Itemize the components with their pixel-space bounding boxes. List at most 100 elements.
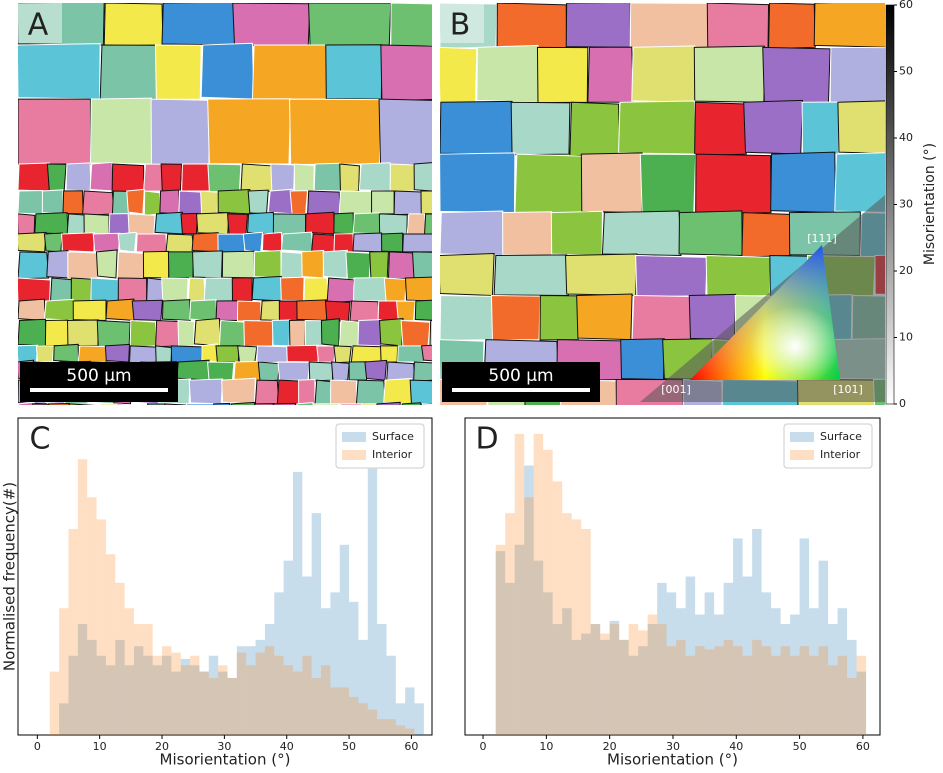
x-tick-label: 60 (404, 740, 418, 753)
grain (112, 164, 144, 193)
grain (45, 320, 68, 346)
grain (192, 233, 219, 252)
scale-bar-label: 500 µm (66, 366, 131, 386)
grain (161, 164, 181, 191)
grain (566, 2, 630, 47)
grain (156, 346, 172, 364)
grain (339, 191, 373, 214)
histogram-bar (302, 656, 311, 735)
grain (588, 47, 634, 102)
grain (540, 296, 578, 340)
colorbar-tick-label: 60 (899, 0, 913, 11)
histogram-bar (847, 678, 856, 735)
grain (414, 362, 436, 381)
histogram-bar (733, 646, 742, 735)
grain (356, 380, 385, 405)
legend-label: Interior (820, 448, 861, 461)
x-tick-label: 0 (480, 740, 487, 753)
grain (380, 319, 403, 346)
grain (577, 294, 632, 340)
grain (744, 100, 803, 154)
colorbar-tick-label: 30 (899, 198, 913, 211)
histogram-bar (695, 646, 704, 735)
histogram-bar (78, 459, 87, 735)
grain (397, 301, 416, 321)
x-tick-label: 10 (93, 740, 107, 753)
grain (248, 190, 268, 214)
grain (388, 252, 415, 279)
panel-label: B (450, 8, 471, 43)
histogram-bar (515, 434, 524, 735)
grain (216, 301, 238, 321)
grain (696, 154, 771, 214)
histogram-bar (629, 624, 638, 735)
grain (201, 43, 254, 99)
grain (349, 362, 366, 380)
histogram-bar (97, 519, 106, 735)
histogram-bar (676, 640, 685, 735)
grain (440, 153, 515, 213)
histogram-bar (591, 624, 600, 735)
histogram-bar (610, 624, 619, 735)
histogram-bar (771, 656, 780, 735)
grain (353, 233, 383, 252)
grain (290, 191, 307, 214)
grain (66, 163, 91, 191)
grain (695, 102, 747, 156)
grain (346, 252, 371, 279)
grain (17, 44, 100, 99)
colorbar-label: Misorientation (°) (922, 143, 938, 265)
grain (707, 3, 768, 49)
grain (156, 321, 180, 347)
legend-swatch (790, 432, 814, 442)
grain (216, 346, 240, 362)
grain (47, 164, 66, 192)
grain (602, 211, 681, 255)
grain (570, 102, 620, 156)
grain (281, 232, 313, 252)
grain (181, 213, 198, 234)
grain (287, 345, 319, 362)
histogram-bar (377, 624, 386, 735)
colorbar (886, 5, 894, 404)
histogram-bar (59, 608, 68, 735)
grain (257, 346, 288, 363)
grain (632, 296, 692, 341)
grain (238, 346, 257, 363)
histogram-bar (274, 656, 283, 735)
grain (281, 252, 303, 280)
grain (254, 251, 281, 278)
grain (117, 252, 145, 280)
histogram-bar (648, 615, 657, 735)
histogram-bar (171, 653, 180, 735)
histogram-bar (657, 624, 666, 735)
histogram-bar (600, 634, 609, 735)
histogram-bar (125, 608, 134, 735)
grain (351, 346, 383, 363)
grain (537, 47, 587, 102)
grain (331, 380, 357, 405)
histogram-bar (819, 646, 828, 735)
histogram-bar (265, 646, 274, 735)
ipf-corner-label: [101] (833, 383, 863, 396)
grain (68, 320, 99, 346)
grain (222, 251, 254, 278)
grain (136, 234, 167, 252)
grain (201, 191, 219, 215)
grain (18, 299, 45, 320)
grain (258, 362, 279, 382)
grain (365, 360, 387, 380)
histogram-bar (256, 653, 265, 735)
histogram-bar (505, 513, 514, 735)
x-tick-label: 0 (34, 740, 41, 753)
grain (63, 191, 83, 214)
grain (412, 252, 441, 279)
grain (248, 212, 275, 234)
grain (378, 301, 399, 321)
grain (93, 233, 120, 252)
grain (244, 321, 273, 347)
grain (44, 233, 62, 252)
grain (96, 250, 117, 278)
grain (160, 190, 180, 214)
grain (277, 380, 300, 405)
